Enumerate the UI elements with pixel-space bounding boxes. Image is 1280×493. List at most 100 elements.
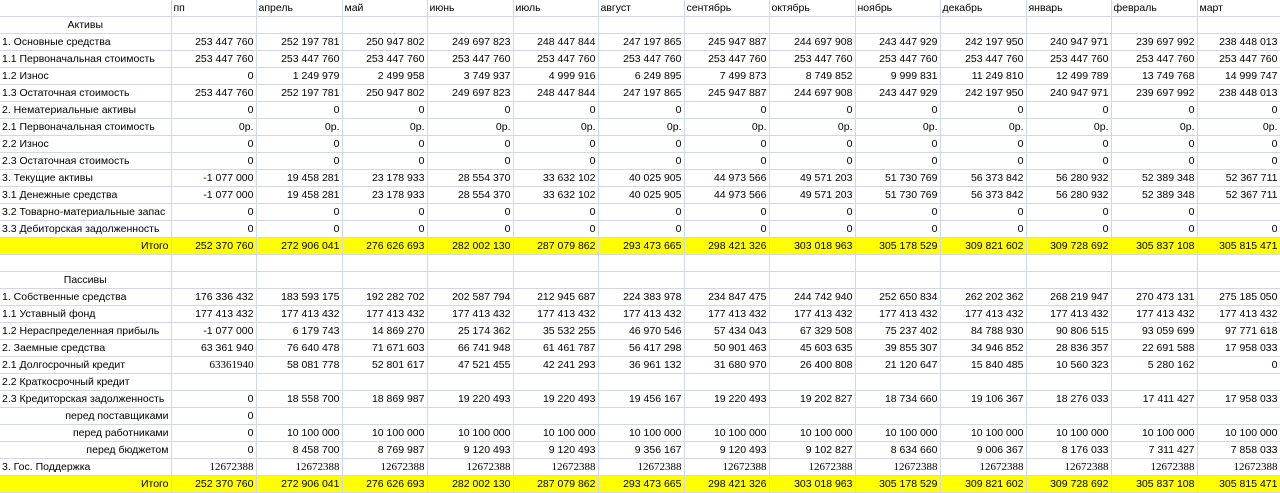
value-cell[interactable]: 0 bbox=[1197, 135, 1280, 153]
empty-cell[interactable] bbox=[513, 271, 599, 289]
empty-cell[interactable] bbox=[1197, 271, 1280, 289]
value-cell[interactable]: 0 bbox=[855, 220, 941, 238]
value-cell[interactable]: 248 447 844 bbox=[513, 84, 599, 102]
total-cell[interactable]: 305 815 471 bbox=[1197, 237, 1280, 255]
value-cell[interactable]: 253 447 760 bbox=[427, 50, 514, 68]
empty-cell[interactable] bbox=[256, 271, 343, 289]
value-cell[interactable]: 0 bbox=[1197, 356, 1280, 374]
value-cell[interactable]: 244 742 940 bbox=[769, 288, 856, 306]
value-cell[interactable] bbox=[684, 373, 770, 391]
value-cell[interactable]: 56 373 842 bbox=[940, 186, 1027, 204]
value-cell[interactable] bbox=[256, 407, 343, 425]
value-cell[interactable]: 0р. bbox=[684, 118, 770, 136]
value-cell[interactable]: 0 bbox=[171, 135, 257, 153]
value-cell[interactable]: 249 697 823 bbox=[427, 84, 514, 102]
value-cell[interactable]: 12672388 bbox=[427, 458, 514, 476]
value-cell[interactable]: 177 413 432 bbox=[769, 305, 856, 323]
empty-cell[interactable] bbox=[342, 16, 428, 34]
value-cell[interactable]: 0 bbox=[769, 135, 856, 153]
total-cell[interactable]: 282 002 130 bbox=[427, 237, 514, 255]
value-cell[interactable]: 0 bbox=[342, 203, 428, 221]
value-cell[interactable]: 8 749 852 bbox=[769, 67, 856, 85]
value-cell[interactable]: 0 bbox=[855, 152, 941, 170]
value-cell[interactable]: 262 202 362 bbox=[940, 288, 1027, 306]
value-cell[interactable]: 0 bbox=[1026, 220, 1112, 238]
column-header[interactable]: февраль bbox=[1111, 0, 1198, 17]
value-cell[interactable]: 44 973 566 bbox=[684, 186, 770, 204]
total-cell[interactable]: 309 728 692 bbox=[1026, 237, 1112, 255]
empty-cell[interactable] bbox=[598, 254, 685, 272]
row-label[interactable]: 2.1 Первоначальная стоимость bbox=[0, 118, 172, 136]
empty-cell[interactable] bbox=[1111, 254, 1198, 272]
value-cell[interactable]: 56 280 932 bbox=[1026, 186, 1112, 204]
empty-cell[interactable] bbox=[855, 271, 941, 289]
value-cell[interactable]: 0 bbox=[684, 220, 770, 238]
value-cell[interactable] bbox=[769, 407, 856, 425]
value-cell[interactable]: 19 220 493 bbox=[427, 390, 514, 408]
value-cell[interactable]: 253 447 760 bbox=[342, 50, 428, 68]
row-label[interactable]: 3.3 Дебиторская задолженность bbox=[0, 220, 172, 238]
value-cell[interactable]: 9 102 827 bbox=[769, 441, 856, 459]
value-cell[interactable]: 0 bbox=[427, 135, 514, 153]
value-cell[interactable]: 252 650 834 bbox=[855, 288, 941, 306]
value-cell[interactable]: 12672388 bbox=[940, 458, 1027, 476]
value-cell[interactable]: 7 858 033 bbox=[1197, 441, 1280, 459]
value-cell[interactable]: 10 560 323 bbox=[1026, 356, 1112, 374]
value-cell[interactable]: 0р. bbox=[1026, 118, 1112, 136]
value-cell[interactable]: 176 336 432 bbox=[171, 288, 257, 306]
value-cell[interactable] bbox=[427, 407, 514, 425]
value-cell[interactable]: 56 373 842 bbox=[940, 169, 1027, 187]
value-cell[interactable]: 19 456 167 bbox=[598, 390, 685, 408]
empty-cell[interactable] bbox=[855, 16, 941, 34]
value-cell[interactable]: 71 671 603 bbox=[342, 339, 428, 357]
value-cell[interactable]: 177 413 432 bbox=[855, 305, 941, 323]
value-cell[interactable]: 44 973 566 bbox=[684, 169, 770, 187]
value-cell[interactable]: 244 697 908 bbox=[769, 33, 856, 51]
value-cell[interactable]: 0р. bbox=[769, 118, 856, 136]
value-cell[interactable]: 0р. bbox=[940, 118, 1027, 136]
value-cell[interactable]: 36 961 132 bbox=[598, 356, 685, 374]
row-label[interactable]: перед бюджетом bbox=[0, 441, 172, 459]
value-cell[interactable]: 0 bbox=[684, 152, 770, 170]
column-header[interactable]: октябрь bbox=[769, 0, 856, 17]
value-cell[interactable]: 242 197 950 bbox=[940, 84, 1027, 102]
value-cell[interactable]: 49 571 203 bbox=[769, 186, 856, 204]
row-label[interactable]: 1.1 Первоначальная стоимость bbox=[0, 50, 172, 68]
value-cell[interactable]: 0 bbox=[1197, 152, 1280, 170]
empty-cell[interactable] bbox=[342, 254, 428, 272]
value-cell[interactable]: 13 749 768 bbox=[1111, 67, 1198, 85]
value-cell[interactable]: 52 389 348 bbox=[1111, 169, 1198, 187]
value-cell[interactable]: 253 447 760 bbox=[684, 50, 770, 68]
value-cell[interactable]: 0 bbox=[427, 203, 514, 221]
row-label[interactable]: 1.2 Нераспределенная прибыль bbox=[0, 322, 172, 340]
value-cell[interactable]: 0 bbox=[256, 220, 343, 238]
total-cell[interactable]: 282 002 130 bbox=[427, 475, 514, 493]
value-cell[interactable]: 0 bbox=[513, 203, 599, 221]
total-cell[interactable]: 305 178 529 bbox=[855, 237, 941, 255]
value-cell[interactable]: 0 bbox=[684, 203, 770, 221]
value-cell[interactable]: 10 100 000 bbox=[1197, 424, 1280, 442]
value-cell[interactable]: -1 077 000 bbox=[171, 322, 257, 340]
value-cell[interactable]: 19 106 367 bbox=[940, 390, 1027, 408]
value-cell[interactable]: -1 077 000 bbox=[171, 186, 257, 204]
value-cell[interactable]: 0 bbox=[940, 152, 1027, 170]
value-cell[interactable]: 61 461 787 bbox=[513, 339, 599, 357]
empty-cell[interactable] bbox=[940, 16, 1027, 34]
value-cell[interactable]: 0 bbox=[598, 203, 685, 221]
value-cell[interactable]: 28 836 357 bbox=[1026, 339, 1112, 357]
empty-cell[interactable] bbox=[940, 254, 1027, 272]
value-cell[interactable]: 7 499 873 bbox=[684, 67, 770, 85]
value-cell[interactable]: 33 632 102 bbox=[513, 169, 599, 187]
value-cell[interactable]: 0 bbox=[1026, 203, 1112, 221]
row-label[interactable]: 3. Текущие активы bbox=[0, 169, 172, 187]
value-cell[interactable]: 0 bbox=[1111, 135, 1198, 153]
value-cell[interactable]: 8 769 987 bbox=[342, 441, 428, 459]
value-cell[interactable]: 12672388 bbox=[598, 458, 685, 476]
value-cell[interactable]: 11 249 810 bbox=[940, 67, 1027, 85]
value-cell[interactable]: 18 734 660 bbox=[855, 390, 941, 408]
value-cell[interactable]: 0 bbox=[342, 220, 428, 238]
empty-cell[interactable] bbox=[684, 271, 770, 289]
total-cell[interactable]: 305 837 108 bbox=[1111, 475, 1198, 493]
value-cell[interactable]: 243 447 929 bbox=[855, 33, 941, 51]
empty-cell[interactable] bbox=[1197, 16, 1280, 34]
